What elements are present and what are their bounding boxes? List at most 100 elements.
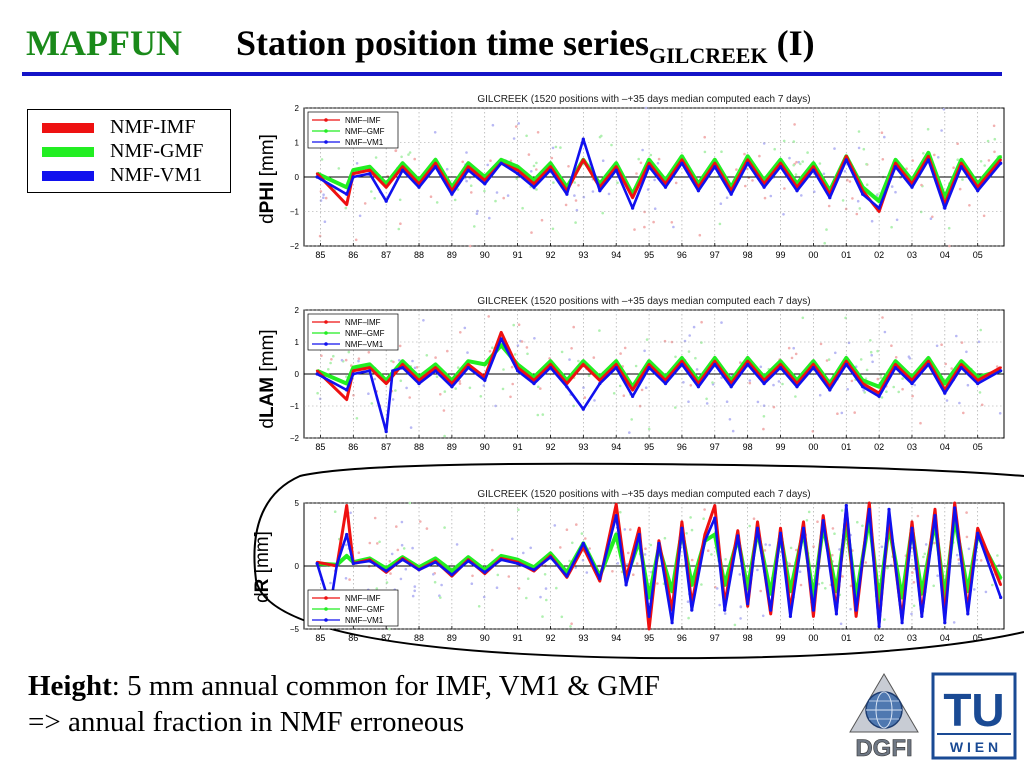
raw-position-dot <box>833 147 836 150</box>
series-point-nmf-vm1 <box>893 165 898 169</box>
raw-position-dot <box>649 153 653 157</box>
raw-position-dot <box>783 187 786 190</box>
raw-position-dot <box>858 207 862 210</box>
series-point-nmf-vm1 <box>345 532 349 537</box>
raw-position-dot <box>408 396 412 399</box>
inplot-legend-label: NMF–GMF <box>345 605 385 614</box>
series-point-nmf-gmf <box>483 363 486 366</box>
series-point-nmf-gmf <box>713 356 716 360</box>
raw-position-dot <box>706 549 710 552</box>
raw-position-dot <box>584 537 587 540</box>
series-point-nmf-vm1 <box>433 369 438 373</box>
raw-position-dot <box>413 589 417 593</box>
raw-position-dot <box>958 401 961 405</box>
raw-position-dot <box>623 528 627 531</box>
series-point-nmf-vm1 <box>565 574 569 578</box>
raw-position-dot <box>738 573 742 576</box>
raw-position-dot <box>916 514 920 518</box>
series-point-nmf-vm1 <box>483 182 487 186</box>
series-point-nmf-imf <box>779 527 782 530</box>
x-tick-label-01: 01 <box>841 250 851 260</box>
raw-position-dot <box>553 524 557 527</box>
series-point-nmf-vm1 <box>598 577 602 581</box>
series-point-nmf-vm1 <box>598 382 602 386</box>
raw-position-dot <box>795 548 798 552</box>
series-point-nmf-vm1 <box>663 382 668 386</box>
raw-position-dot <box>720 150 723 153</box>
series-point-nmf-imf <box>845 360 848 363</box>
raw-position-dot <box>992 124 996 128</box>
series-point-nmf-gmf <box>966 590 969 593</box>
inplot-legend-marker <box>324 607 328 611</box>
raw-position-dot <box>967 547 971 551</box>
raw-position-dot <box>622 394 626 398</box>
series-point-nmf-vm1 <box>315 561 319 566</box>
raw-position-dot <box>413 585 417 588</box>
raw-position-dot <box>957 558 960 561</box>
raw-position-dot <box>853 411 856 414</box>
raw-position-dot <box>632 573 635 576</box>
series-point-nmf-imf <box>434 366 437 369</box>
raw-position-dot <box>376 542 379 545</box>
series-point-nmf-gmf <box>467 360 470 363</box>
x-tick-label-97: 97 <box>710 633 720 643</box>
raw-position-dot <box>795 160 798 164</box>
series-point-nmf-gmf <box>549 360 552 363</box>
series-point-nmf-vm1 <box>723 608 727 612</box>
raw-position-dot <box>570 622 573 625</box>
series-point-nmf-gmf <box>615 360 618 363</box>
x-tick-label-87: 87 <box>381 633 391 643</box>
raw-position-dot <box>544 587 548 590</box>
series-point-nmf-imf <box>368 366 371 369</box>
series-point-nmf-gmf <box>927 151 930 154</box>
raw-position-dot <box>506 194 510 197</box>
series-point-nmf-vm1 <box>483 570 487 574</box>
series-point-nmf-vm1 <box>811 366 816 370</box>
raw-position-dot <box>629 528 632 531</box>
raw-position-dot <box>763 549 767 552</box>
raw-position-dot <box>320 354 323 358</box>
raw-position-dot <box>728 418 732 421</box>
raw-position-dot <box>510 365 514 369</box>
raw-position-dot <box>993 150 996 154</box>
series-point-nmf-imf <box>822 514 825 517</box>
series-point-nmf-imf <box>746 360 749 363</box>
series-point-nmf-imf <box>647 363 651 366</box>
raw-position-dot <box>995 365 999 368</box>
raw-position-dot <box>354 238 358 242</box>
raw-position-dot <box>469 184 473 187</box>
raw-position-dot <box>521 206 524 210</box>
raw-position-dot <box>587 374 591 378</box>
series-point-nmf-gmf <box>877 200 881 203</box>
raw-position-dot <box>885 390 888 394</box>
series-point-nmf-gmf <box>352 366 355 369</box>
series-point-nmf-vm1 <box>499 337 503 341</box>
x-tick-label-85: 85 <box>315 250 325 260</box>
x-tick-label-92: 92 <box>545 250 555 260</box>
raw-position-dot <box>947 226 951 230</box>
series-point-nmf-gmf <box>434 363 437 366</box>
series-point-nmf-vm1 <box>746 602 750 606</box>
series-point-nmf-vm1 <box>755 526 760 530</box>
raw-position-dot <box>570 347 573 350</box>
series-point-nmf-vm1 <box>647 366 651 370</box>
raw-position-dot <box>940 343 943 347</box>
raw-position-dot <box>979 559 983 562</box>
x-tick-label-86: 86 <box>348 250 358 260</box>
raw-position-dot <box>468 244 472 248</box>
raw-position-dot <box>571 541 574 545</box>
series-point-nmf-imf <box>999 366 1002 369</box>
raw-position-dot <box>601 159 605 162</box>
series-point-nmf-imf <box>927 155 930 158</box>
series-point-nmf-vm1 <box>647 165 651 169</box>
raw-position-dot <box>600 134 603 138</box>
raw-position-dot <box>399 222 402 225</box>
raw-position-dot <box>977 340 981 344</box>
raw-position-dot <box>592 356 596 359</box>
raw-position-dot <box>577 359 580 363</box>
raw-position-dot <box>895 218 899 222</box>
raw-position-dot <box>773 147 776 151</box>
raw-position-dot <box>411 546 414 550</box>
series-point-nmf-vm1 <box>657 541 661 545</box>
raw-position-dot <box>965 350 968 354</box>
